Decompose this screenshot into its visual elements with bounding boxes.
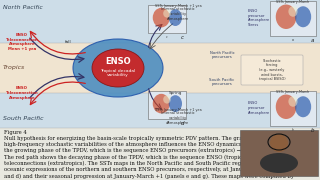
Text: ENSO: ENSO [105, 57, 131, 66]
Ellipse shape [92, 49, 144, 87]
Text: a: a [311, 38, 314, 43]
Text: ENSO
Teleconnection
Atmosphere: ENSO Teleconnection Atmosphere [6, 86, 38, 100]
Text: ENSO
precursor
Atmosphere
Stress: ENSO precursor Atmosphere Stress [248, 9, 270, 27]
Text: North Pacific
precursors: North Pacific precursors [210, 51, 234, 59]
Text: fall: fall [65, 40, 71, 44]
Ellipse shape [276, 4, 296, 29]
Text: ENSO
Teleconnection
Atmosphere
Mean +1 yea: ENSO Teleconnection Atmosphere Mean +1 y… [6, 33, 38, 51]
Text: Spring: Spring [168, 91, 182, 95]
Ellipse shape [260, 153, 298, 173]
Text: SSTs January-March +1 yea: SSTs January-March +1 yea [155, 108, 201, 112]
Bar [148, 5, 186, 33]
Text: Tropical decadal
variability: Tropical decadal variability [100, 69, 136, 77]
Text: Internal stochastic
variability
Atmosphere: Internal stochastic variability Atmosphe… [161, 7, 195, 21]
Text: SSTs January-March: SSTs January-March [276, 90, 310, 94]
Text: South Pacific: South Pacific [3, 116, 44, 121]
Ellipse shape [153, 94, 170, 113]
Ellipse shape [169, 95, 182, 112]
Ellipse shape [295, 96, 311, 117]
Ellipse shape [163, 9, 171, 18]
Text: SSTs January-March +1 yea: SSTs January-March +1 yea [155, 4, 201, 8]
Text: ENSO
precursor
Atmosphere: ENSO precursor Atmosphere [248, 101, 270, 115]
Ellipse shape [169, 9, 182, 26]
Bar [148, 91, 186, 119]
Ellipse shape [276, 94, 296, 119]
Ellipse shape [288, 96, 298, 107]
Ellipse shape [288, 6, 298, 17]
Text: b: b [310, 128, 314, 133]
Text: South Pacific
precursors: South Pacific precursors [209, 78, 235, 86]
Text: Figure 4
Null hypothesis for energizing the basin-scale tropically symmetric PDV: Figure 4 Null hypothesis for energizing … [4, 130, 307, 180]
Bar [240, 130, 318, 176]
Ellipse shape [73, 39, 163, 97]
Text: d: d [166, 121, 168, 125]
Text: d: d [180, 121, 184, 126]
Text: North Pacific: North Pacific [3, 5, 43, 10]
Bar [270, 1, 316, 36]
Ellipse shape [270, 134, 288, 152]
Text: Tropics: Tropics [3, 66, 25, 71]
Bar [0, 128, 320, 180]
Bar [0, 43, 320, 93]
Text: Stochastic
forcing
(e.g., westerly
wind bursts,
tropical BSISO): Stochastic forcing (e.g., westerly wind … [259, 59, 285, 81]
Bar [0, 0, 320, 43]
Bar [270, 91, 316, 126]
Ellipse shape [163, 95, 171, 104]
Text: c: c [166, 35, 168, 39]
Ellipse shape [153, 8, 170, 27]
Text: c: c [181, 35, 184, 40]
Text: SSTs January-March: SSTs January-March [276, 0, 310, 4]
Text: a: a [292, 38, 294, 42]
FancyBboxPatch shape [241, 55, 303, 85]
Text: Internal stochastic
variability
Atmosphere: Internal stochastic variability Atmosphe… [161, 111, 195, 125]
Bar [0, 93, 320, 128]
Ellipse shape [295, 6, 311, 27]
Text: b: b [292, 128, 294, 132]
